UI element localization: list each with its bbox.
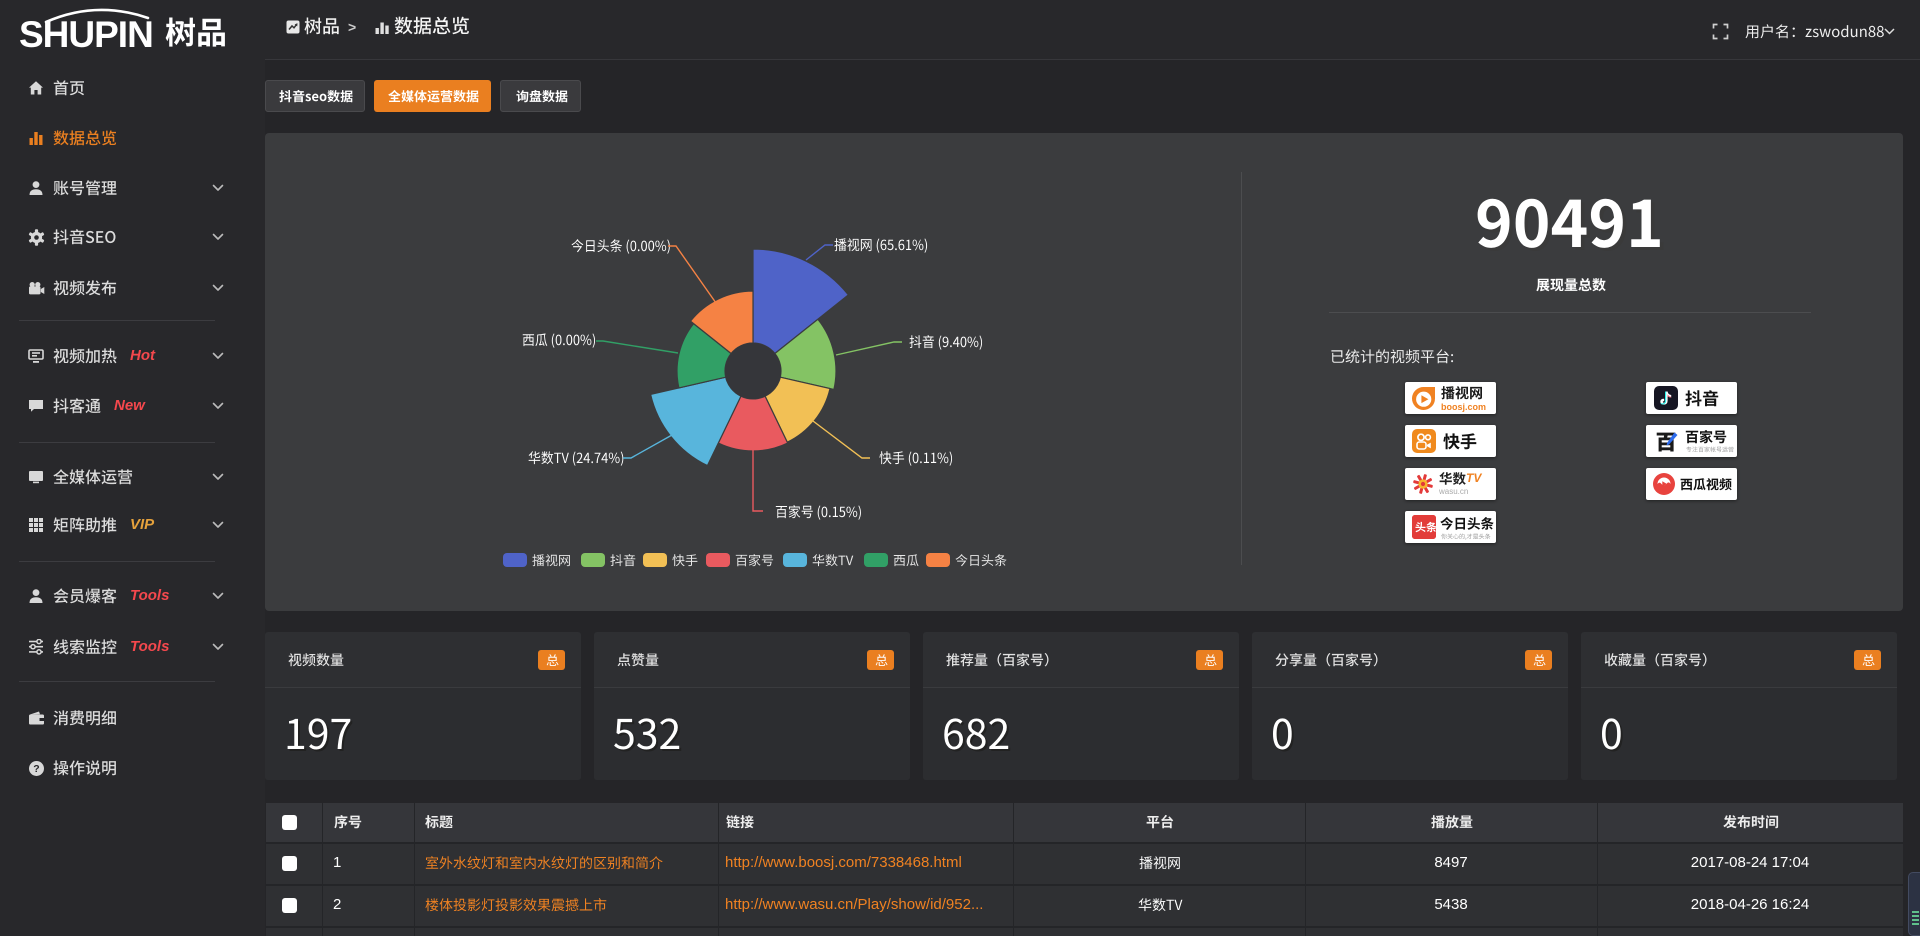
svg-text:?: ? bbox=[33, 763, 39, 775]
